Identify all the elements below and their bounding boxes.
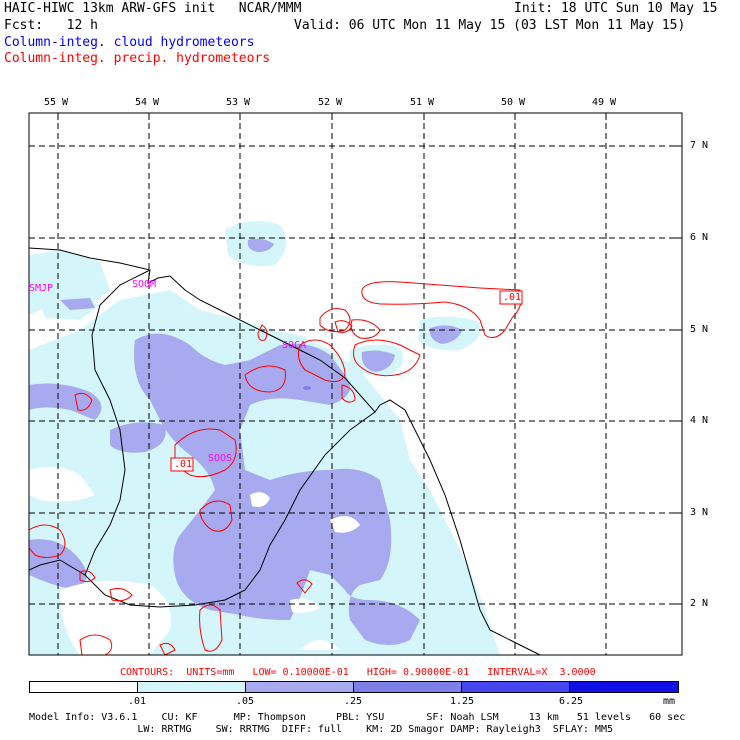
lat-label: 2 N xyxy=(690,598,709,609)
station-label: SMJP xyxy=(29,283,54,294)
lon-label: 50 W xyxy=(501,97,526,108)
contours-info: CONTOURS: UNITS=mm LOW= 0.10000E-01 HIGH… xyxy=(120,667,596,678)
colorbar-segment xyxy=(245,681,354,693)
model-info-line2: LW: RRTMG SW: RRTMG DIFF: full KM: 2D Sm… xyxy=(29,724,613,735)
colorbar-segment xyxy=(29,681,138,693)
model-info-line1: Model Info: V3.6.1 CU: KF MP: Thompson P… xyxy=(29,712,686,723)
colorbar-segment xyxy=(569,681,679,693)
station-label: SOCA xyxy=(282,340,307,351)
lon-label: 51 W xyxy=(410,97,435,108)
colorbar-segment xyxy=(353,681,462,693)
precip-contours xyxy=(29,281,522,655)
forecast-hour: Fcst: 12 h xyxy=(4,18,98,33)
contour-label: .01 xyxy=(503,292,522,303)
colorbar-segment xyxy=(461,681,570,693)
station-label: SOOS xyxy=(208,453,233,464)
lat-label: 7 N xyxy=(690,140,709,151)
colorbar-label: .01 xyxy=(128,696,147,707)
valid-time: Valid: 06 UTC Mon 11 May 15 (03 LST Mon … xyxy=(294,18,686,33)
lat-label: 4 N xyxy=(690,415,709,426)
lat-lon-grid xyxy=(29,113,682,655)
station-label: SOOM xyxy=(132,279,157,290)
contour-label: .01 xyxy=(174,459,193,470)
precip-field-title: Column-integ. precip. hydrometeors xyxy=(4,51,271,66)
map-frame xyxy=(28,112,683,656)
colorbar-label: .25 xyxy=(344,696,363,707)
cloud-field-title: Column-integ. cloud hydrometeors xyxy=(4,35,255,50)
colorbar-segment xyxy=(137,681,246,693)
lon-label: 55 W xyxy=(44,97,69,108)
cloud-shading-medium xyxy=(29,238,462,645)
model-title: HAIC-HIWC 13km ARW-GFS init NCAR/MMM xyxy=(4,1,302,16)
lon-label: 54 W xyxy=(135,97,160,108)
lat-label: 3 N xyxy=(690,507,709,518)
colorbar-label: 1.25 xyxy=(450,696,475,707)
lat-label: 6 N xyxy=(690,232,709,243)
lat-label: 5 N xyxy=(690,324,709,335)
lon-label: 52 W xyxy=(318,97,343,108)
lon-label: 53 W xyxy=(226,97,251,108)
init-time: Init: 18 UTC Sun 10 May 15 xyxy=(514,1,718,16)
lon-label: 49 W xyxy=(592,97,617,108)
colorbar-label: 6.25 xyxy=(559,696,584,707)
colorbar-label: .05 xyxy=(236,696,255,707)
coastline xyxy=(29,247,541,655)
colorbar-units: mm xyxy=(663,696,676,707)
